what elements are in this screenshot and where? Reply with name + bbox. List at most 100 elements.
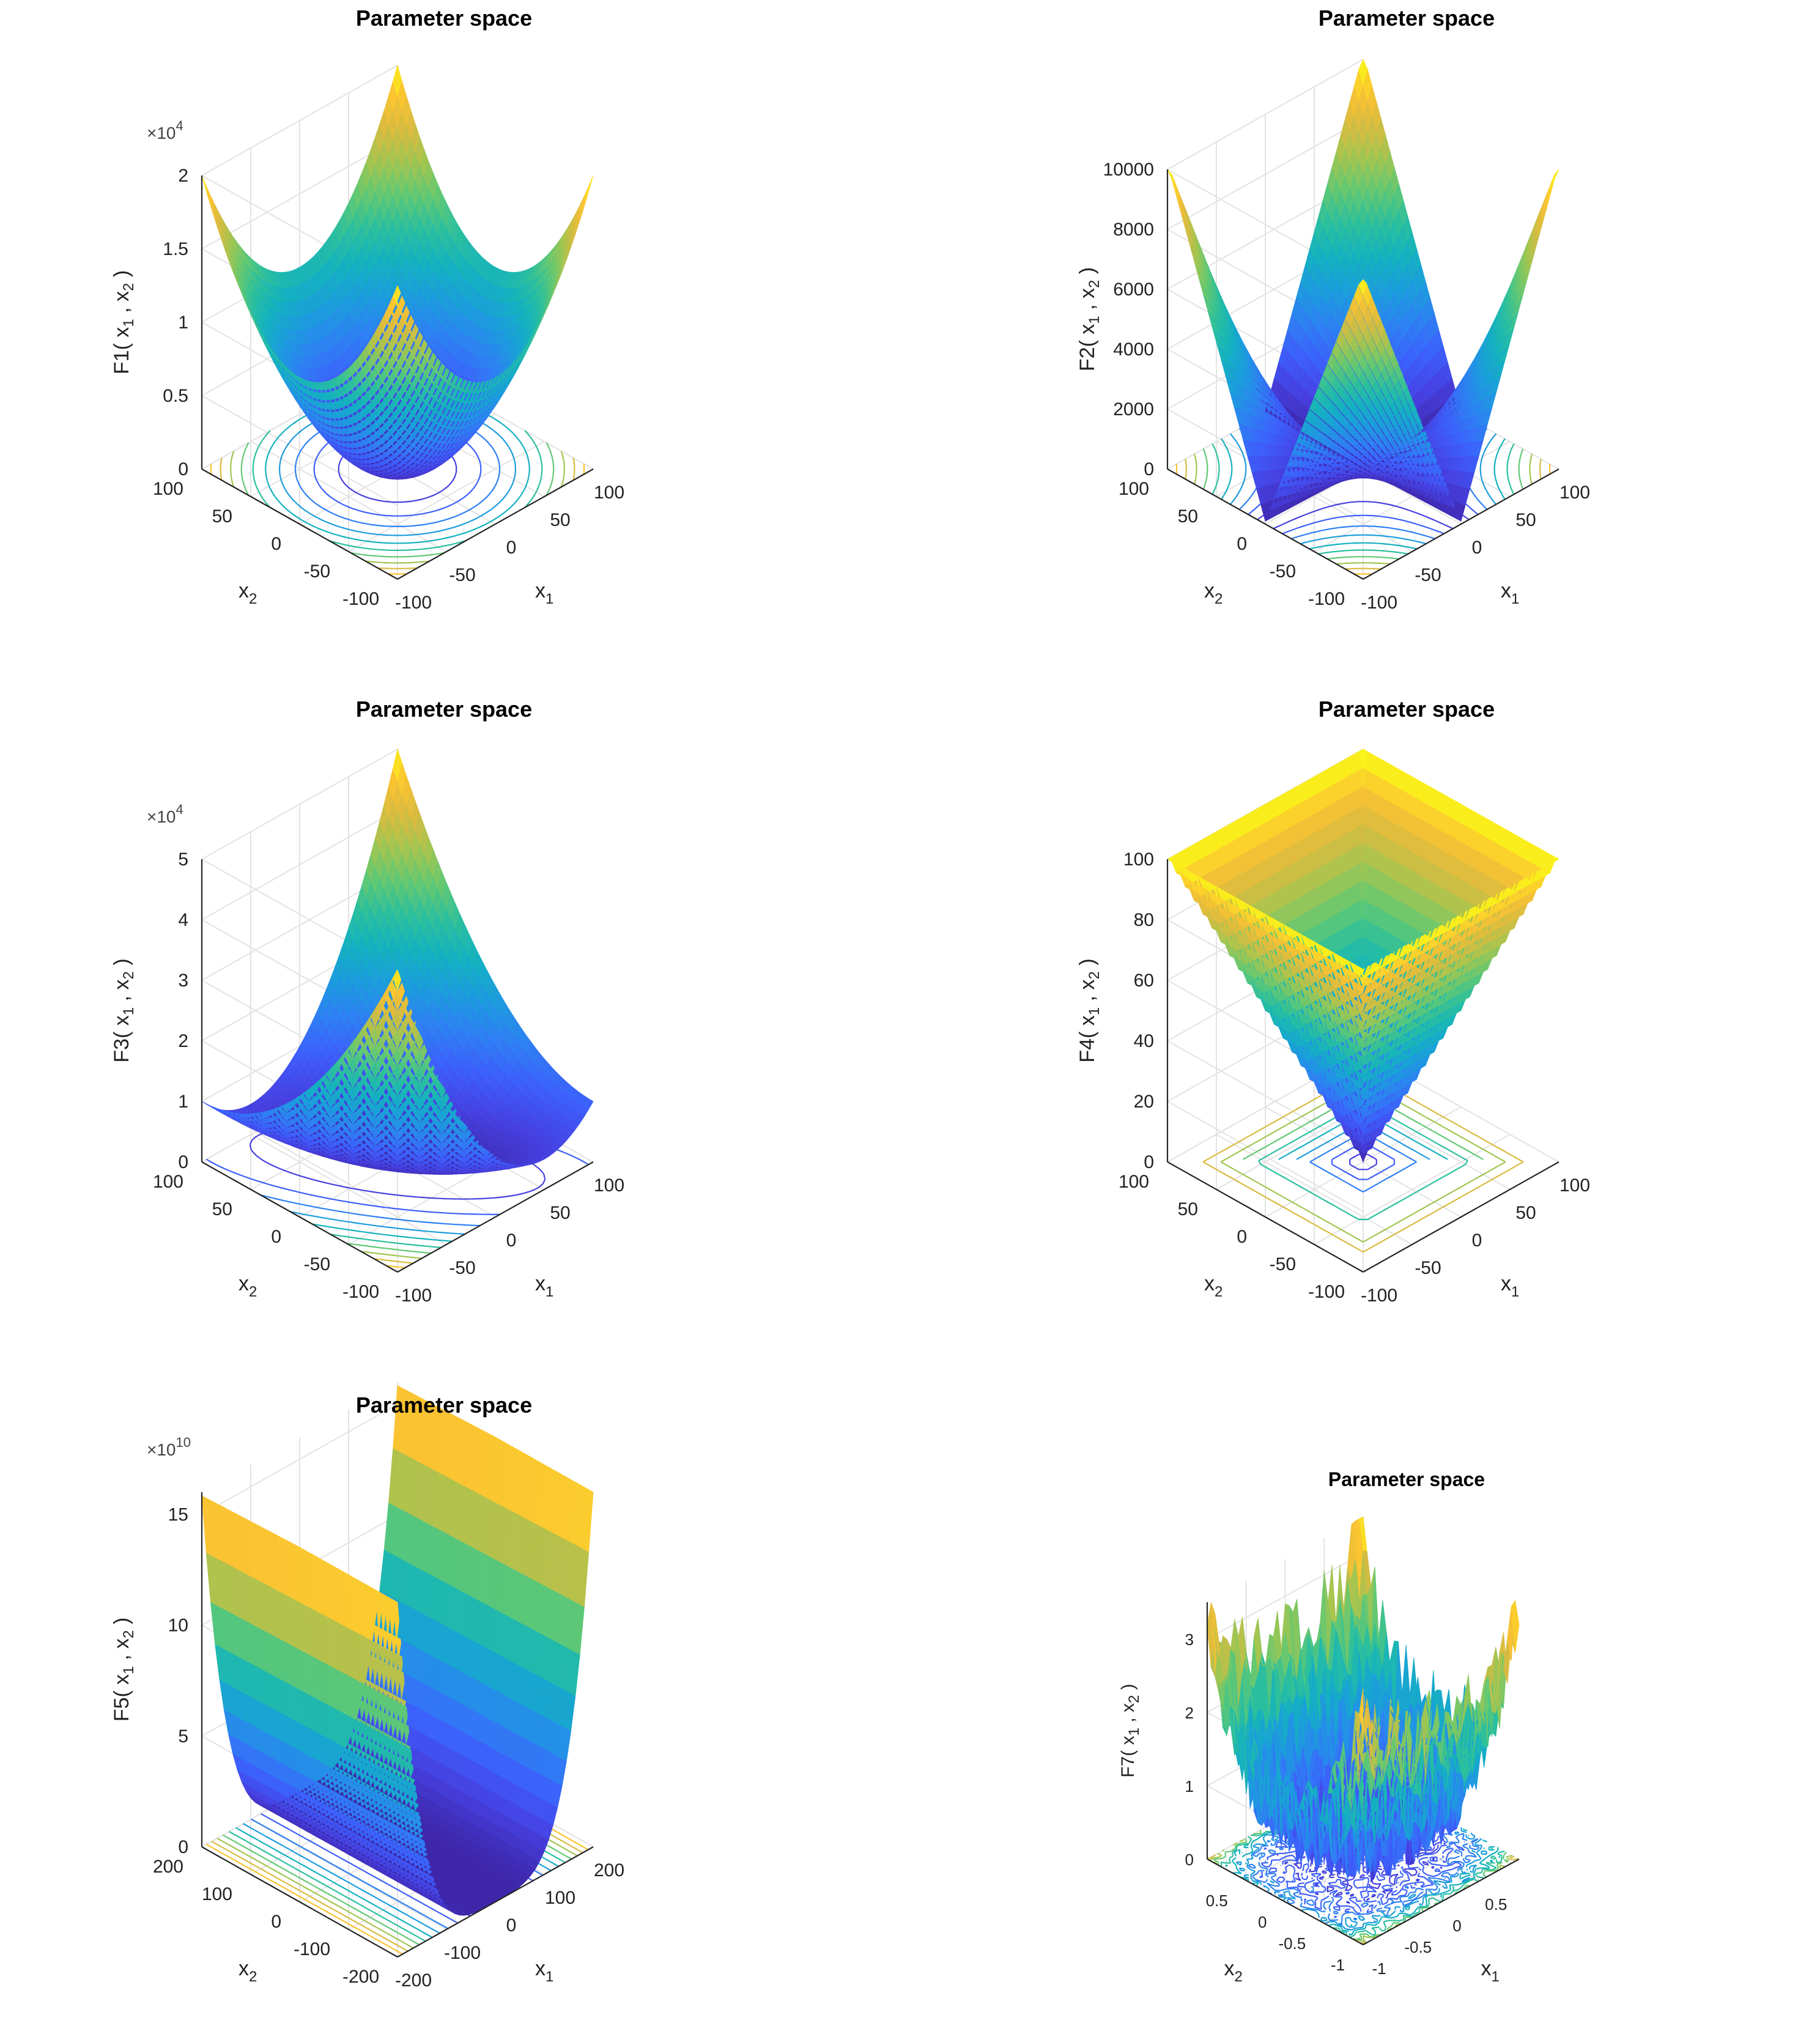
x-axis-label: x1	[535, 1957, 553, 1985]
y-axis-label: x2	[1224, 1957, 1243, 1985]
y-tick-label: 50	[212, 506, 232, 527]
z-tick-label: 20	[1134, 1092, 1154, 1112]
x-tick-label: 100	[545, 1888, 575, 1908]
z-tick-label: 2	[1185, 1704, 1194, 1722]
x-tick-label: 0	[1472, 1230, 1482, 1251]
z-tick-label: 0	[1185, 1851, 1194, 1869]
surface	[201, 748, 594, 1175]
z-tick-label: 4	[178, 910, 188, 930]
chart-panel-5: -200-1000100200-200-1000100200051015×101…	[110, 1382, 624, 1991]
y-tick-label: -100	[342, 589, 379, 609]
x-tick-label: -0.5	[1404, 1938, 1432, 1956]
z-tick-label: 2000	[1113, 399, 1154, 420]
x-tick-label: -50	[449, 1258, 475, 1278]
chart-title: Parameter space	[1328, 1468, 1485, 1490]
z-tick-label: 1	[178, 312, 188, 333]
y-tick-label: 0	[271, 534, 281, 554]
z-exponent: ×104	[147, 802, 183, 826]
z-tick-label: 0.5	[163, 386, 188, 406]
y-tick-label: 0	[1237, 534, 1247, 554]
z-tick-label: 5	[178, 849, 188, 870]
z-tick-label: 15	[168, 1504, 188, 1525]
surface	[201, 1385, 594, 1916]
x-tick-label: 50	[1515, 1203, 1536, 1223]
z-axis-label: F7( x1 , x2 )	[1118, 1684, 1142, 1777]
x-tick-label: -100	[1361, 593, 1397, 613]
x-tick-label: -100	[444, 1943, 481, 1963]
y-axis-label: x2	[239, 1272, 257, 1300]
y-axis-label: x2	[1204, 1272, 1223, 1300]
x-axis-label: x1	[1481, 1957, 1500, 1985]
x-axis-label: x1	[535, 579, 553, 607]
z-tick-label: 10000	[1103, 160, 1154, 180]
chart-panel-3: -100-50050100-100-50050100012345×104Para…	[110, 697, 624, 1306]
x-tick-label: 100	[594, 1175, 624, 1196]
axes-lines	[1166, 859, 1559, 1273]
y-tick-label: -50	[304, 561, 330, 582]
x-tick-label: 0	[1472, 538, 1482, 558]
x-tick-label: -100	[395, 1285, 432, 1306]
z-tick-label: 6000	[1113, 279, 1154, 300]
x-tick-label: 0	[1452, 1917, 1461, 1935]
floor-contours	[210, 363, 585, 575]
z-tick-label: 5	[178, 1726, 188, 1747]
z-exponent: ×104	[147, 118, 183, 142]
x-tick-label: -200	[395, 1970, 432, 1991]
y-tick-label: 0.5	[1206, 1892, 1228, 1910]
z-tick-label: 2	[178, 166, 188, 186]
x-tick-label: 100	[1559, 483, 1590, 503]
x-tick-label: 100	[1559, 1175, 1590, 1196]
x-tick-label: 0	[506, 1915, 517, 1936]
chart-title: Parameter space	[356, 1392, 532, 1418]
x-tick-label: 100	[594, 483, 624, 503]
chart-panel-2: -100-50050100-100-5005010002000400060008…	[1076, 6, 1590, 613]
z-tick-label: 0	[178, 459, 188, 479]
y-tick-label: -0.5	[1278, 1934, 1306, 1953]
chart-panel-1: -100-50050100-100-5005010000.511.52×104P…	[110, 6, 624, 613]
y-tick-label: 0	[271, 1912, 281, 1932]
y-tick-label: 0	[1237, 1227, 1247, 1247]
z-tick-label: 1	[178, 1092, 188, 1112]
y-tick-label: 0	[1258, 1913, 1267, 1931]
y-tick-label: 100	[1119, 479, 1149, 499]
z-axis-label: F4( x1 , x2 )	[1076, 958, 1103, 1062]
x-tick-label: -100	[395, 593, 432, 613]
z-tick-label: 3	[1185, 1630, 1194, 1649]
z-tick-label: 100	[1123, 849, 1154, 870]
z-tick-label: 1	[1185, 1777, 1194, 1795]
z-tick-label: 1.5	[163, 239, 188, 259]
z-tick-label: 60	[1134, 971, 1154, 991]
chart-title: Parameter space	[1319, 697, 1495, 722]
chart-panel-4: -100-50050100-100-50050100020406080100Pa…	[1076, 697, 1590, 1306]
z-axis-label: F2( x1 , x2 )	[1076, 267, 1103, 371]
surface	[201, 64, 594, 480]
chart-title: Parameter space	[1319, 6, 1495, 31]
axes-lines	[201, 859, 594, 1273]
surface	[1167, 58, 1559, 522]
y-tick-label: 100	[153, 479, 183, 499]
y-tick-label: -100	[294, 1939, 330, 1959]
x-tick-label: -100	[1361, 1285, 1397, 1306]
axes-lines	[201, 176, 594, 580]
z-tick-label: 8000	[1113, 220, 1154, 240]
z-tick-label: 80	[1134, 910, 1154, 930]
y-tick-label: 100	[202, 1884, 232, 1904]
z-axis-label: F1( x1 , x2 )	[110, 270, 137, 374]
x-tick-label: 0.5	[1485, 1895, 1507, 1914]
z-tick-label: 0	[178, 1152, 188, 1172]
x-tick-label: 50	[550, 510, 570, 530]
y-tick-label: -200	[342, 1967, 379, 1987]
x-axis-label: x1	[535, 1272, 553, 1300]
x-axis-label: x1	[1501, 1272, 1519, 1300]
y-tick-label: -100	[1308, 1282, 1345, 1302]
chart-title: Parameter space	[356, 6, 532, 31]
x-tick-label: 50	[550, 1203, 570, 1223]
z-exponent: ×1010	[147, 1435, 191, 1459]
y-axis-label: x2	[239, 579, 257, 607]
chart-panel-6: -1 -0.5 0 0.5 -1 -0.5 0 0.5 0 1 2 3 Parameter space F…	[1118, 1468, 1520, 1985]
z-tick-label: 3	[178, 971, 188, 991]
y-tick-label: 0	[271, 1227, 281, 1247]
surface	[1207, 1516, 1520, 1884]
z-tick-label: 0	[178, 1837, 188, 1857]
y-tick-label: -50	[1270, 1254, 1296, 1274]
